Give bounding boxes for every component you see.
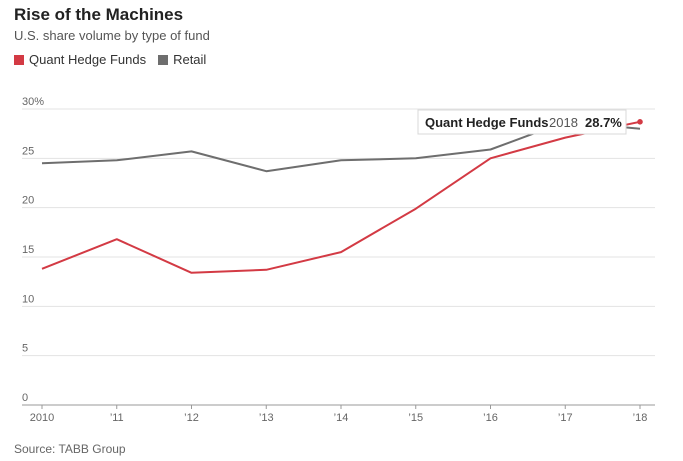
y-tick-label: 20 <box>22 195 34 207</box>
legend-item-retail[interactable]: Retail <box>158 52 206 67</box>
tooltip-series: Quant Hedge Funds <box>425 115 549 130</box>
x-tick-label: ’14 <box>334 412 349 424</box>
x-tick-label: 2010 <box>30 412 54 424</box>
tooltip: Quant Hedge Funds 2018 28.7% <box>417 109 627 135</box>
x-tick-label: ’13 <box>259 412 274 424</box>
source-note: Source: TABB Group <box>14 442 126 456</box>
x-tick-label: ’17 <box>558 412 573 424</box>
y-tick-label: 15 <box>22 244 34 256</box>
y-tick-label: 25 <box>22 145 34 157</box>
x-tick-label: ’16 <box>483 412 498 424</box>
y-tick-label: 5 <box>22 343 28 355</box>
legend-label-quant: Quant Hedge Funds <box>29 52 147 67</box>
legend-label-retail: Retail <box>173 52 207 67</box>
x-tick-label: ’15 <box>408 412 423 424</box>
legend-swatch-quant <box>14 54 24 65</box>
legend: Quant Hedge Funds Retail <box>14 52 218 67</box>
series-line-quant <box>41 120 641 274</box>
highlight-point <box>637 119 643 125</box>
legend-swatch-retail <box>158 54 169 65</box>
y-tick-label: 30% <box>22 96 44 108</box>
tooltip-year: 2018 <box>549 115 578 130</box>
chart-subtitle: U.S. share volume by type of fund <box>14 28 210 43</box>
y-tick-label: 0 <box>22 392 28 404</box>
x-tick-label: ’11 <box>110 412 124 424</box>
chart-title: Rise of the Machines <box>14 5 184 24</box>
tooltip-value: 28.7% <box>585 115 622 130</box>
x-tick-label: ’18 <box>633 412 648 424</box>
x-tick-label: ’12 <box>184 412 199 424</box>
y-tick-label: 10 <box>22 293 34 305</box>
legend-item-quant[interactable]: Quant Hedge Funds <box>14 52 146 67</box>
tooltip-box <box>417 109 627 135</box>
